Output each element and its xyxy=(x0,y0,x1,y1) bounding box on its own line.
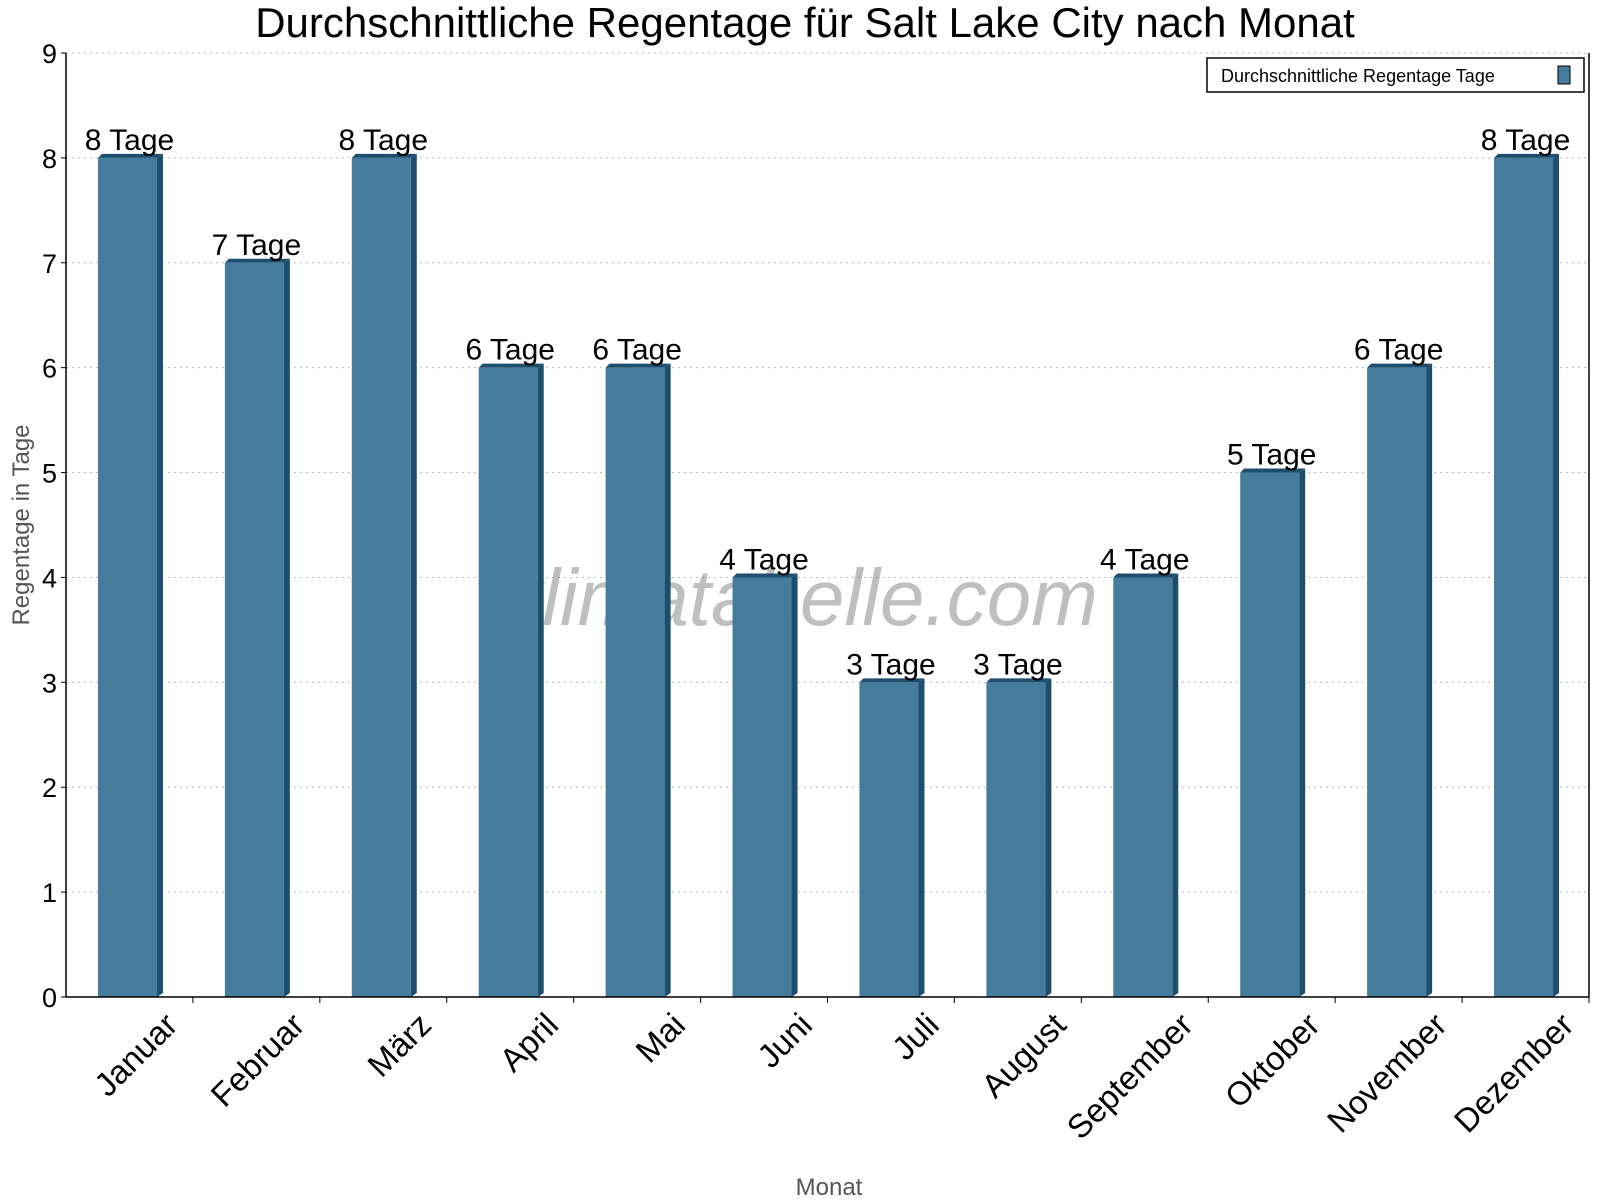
legend-swatch xyxy=(1557,65,1571,85)
bar xyxy=(1367,367,1427,998)
bar xyxy=(97,157,157,997)
bar xyxy=(732,577,792,997)
data-label: 7 Tage xyxy=(212,229,302,262)
bar xyxy=(1113,577,1173,997)
bar xyxy=(224,262,284,997)
x-tick-label: April xyxy=(492,1006,565,1079)
data-label: 6 Tage xyxy=(1354,334,1444,367)
x-tick-label: Dezember xyxy=(1447,1006,1581,1140)
y-tick-label: 1 xyxy=(42,878,57,908)
data-label: 5 Tage xyxy=(1227,439,1317,472)
data-label: 3 Tage xyxy=(846,648,936,681)
bar-side xyxy=(410,153,417,997)
watermark: klimatabelle.com xyxy=(502,553,1098,642)
x-axis-label: Monat xyxy=(796,1174,863,1200)
bar-top xyxy=(732,573,798,578)
bar-side xyxy=(537,363,544,998)
y-axis-label: Regentage in Tage xyxy=(8,424,35,625)
bar-side xyxy=(283,258,290,997)
x-tick-label: September xyxy=(1059,1006,1199,1146)
bar xyxy=(351,157,411,997)
data-label: 4 Tage xyxy=(719,543,809,576)
bar-top xyxy=(1367,363,1433,368)
grid xyxy=(66,52,1589,893)
y-tick-label: 4 xyxy=(42,563,57,593)
x-tick-label: November xyxy=(1320,1006,1454,1140)
bar xyxy=(478,367,538,998)
legend-label: Durchschnittliche Regentage Tage xyxy=(1221,66,1495,86)
x-tick-label: August xyxy=(974,1006,1073,1105)
data-label: 4 Tage xyxy=(1100,543,1190,576)
bar-top xyxy=(986,678,1052,683)
y-tick-label: 8 xyxy=(42,144,57,174)
data-label: 6 Tage xyxy=(465,334,555,367)
bar-side xyxy=(918,678,925,997)
bar-top xyxy=(97,153,163,158)
bar-side xyxy=(791,573,798,997)
data-label: 8 Tage xyxy=(85,124,175,157)
bar-top xyxy=(859,678,925,683)
bar-side xyxy=(1045,678,1052,997)
data-label: 3 Tage xyxy=(973,648,1063,681)
bar xyxy=(605,367,665,998)
x-tick-label: Juni xyxy=(750,1006,819,1075)
x-tick-label: Januar xyxy=(87,1006,185,1104)
bar-top xyxy=(351,153,417,158)
data-label: 6 Tage xyxy=(592,334,682,367)
x-tick-label: Februar xyxy=(203,1006,311,1114)
bar-top xyxy=(1113,573,1179,578)
y-tick-label: 3 xyxy=(42,668,57,698)
bar-side xyxy=(1553,153,1560,997)
x-tick-label: Oktober xyxy=(1217,1006,1326,1115)
y-tick-label: 6 xyxy=(42,354,57,384)
y-tick-label: 0 xyxy=(42,983,57,1013)
bar-side xyxy=(1299,468,1306,997)
y-tick-label: 9 xyxy=(42,39,57,69)
bar xyxy=(859,682,919,997)
bar-top xyxy=(605,363,671,368)
bar-side xyxy=(1172,573,1179,997)
y-tick-label: 2 xyxy=(42,773,57,803)
bar-side xyxy=(156,153,163,997)
y-tick-label: 7 xyxy=(42,249,57,279)
bar-top xyxy=(224,258,290,263)
x-tick-label: Mai xyxy=(628,1006,692,1070)
x-tick-label: März xyxy=(360,1006,438,1084)
bar-side xyxy=(1426,363,1433,998)
bars: 8 Tage 7 Tage 8 Tage 6 Tage 6 Tage 4 Tage 3 Ta… xyxy=(85,124,1571,998)
legend[interactable]: Durchschnittliche Regentage Tage xyxy=(1206,57,1585,93)
chart-title: Durchschnittliche Regentage für Salt Lak… xyxy=(255,0,1355,46)
x-tick-label: Juli xyxy=(885,1006,946,1067)
bar-top xyxy=(478,363,544,368)
bar-top xyxy=(1240,468,1306,473)
data-label: 8 Tage xyxy=(339,124,429,157)
data-label: 8 Tage xyxy=(1481,124,1571,157)
y-tick-label: 5 xyxy=(42,459,57,489)
bar xyxy=(986,682,1046,997)
bar xyxy=(1494,157,1554,997)
bar-top xyxy=(1494,153,1560,158)
legend-box xyxy=(1206,57,1585,93)
bar xyxy=(1240,472,1300,997)
bar-side xyxy=(664,363,671,998)
